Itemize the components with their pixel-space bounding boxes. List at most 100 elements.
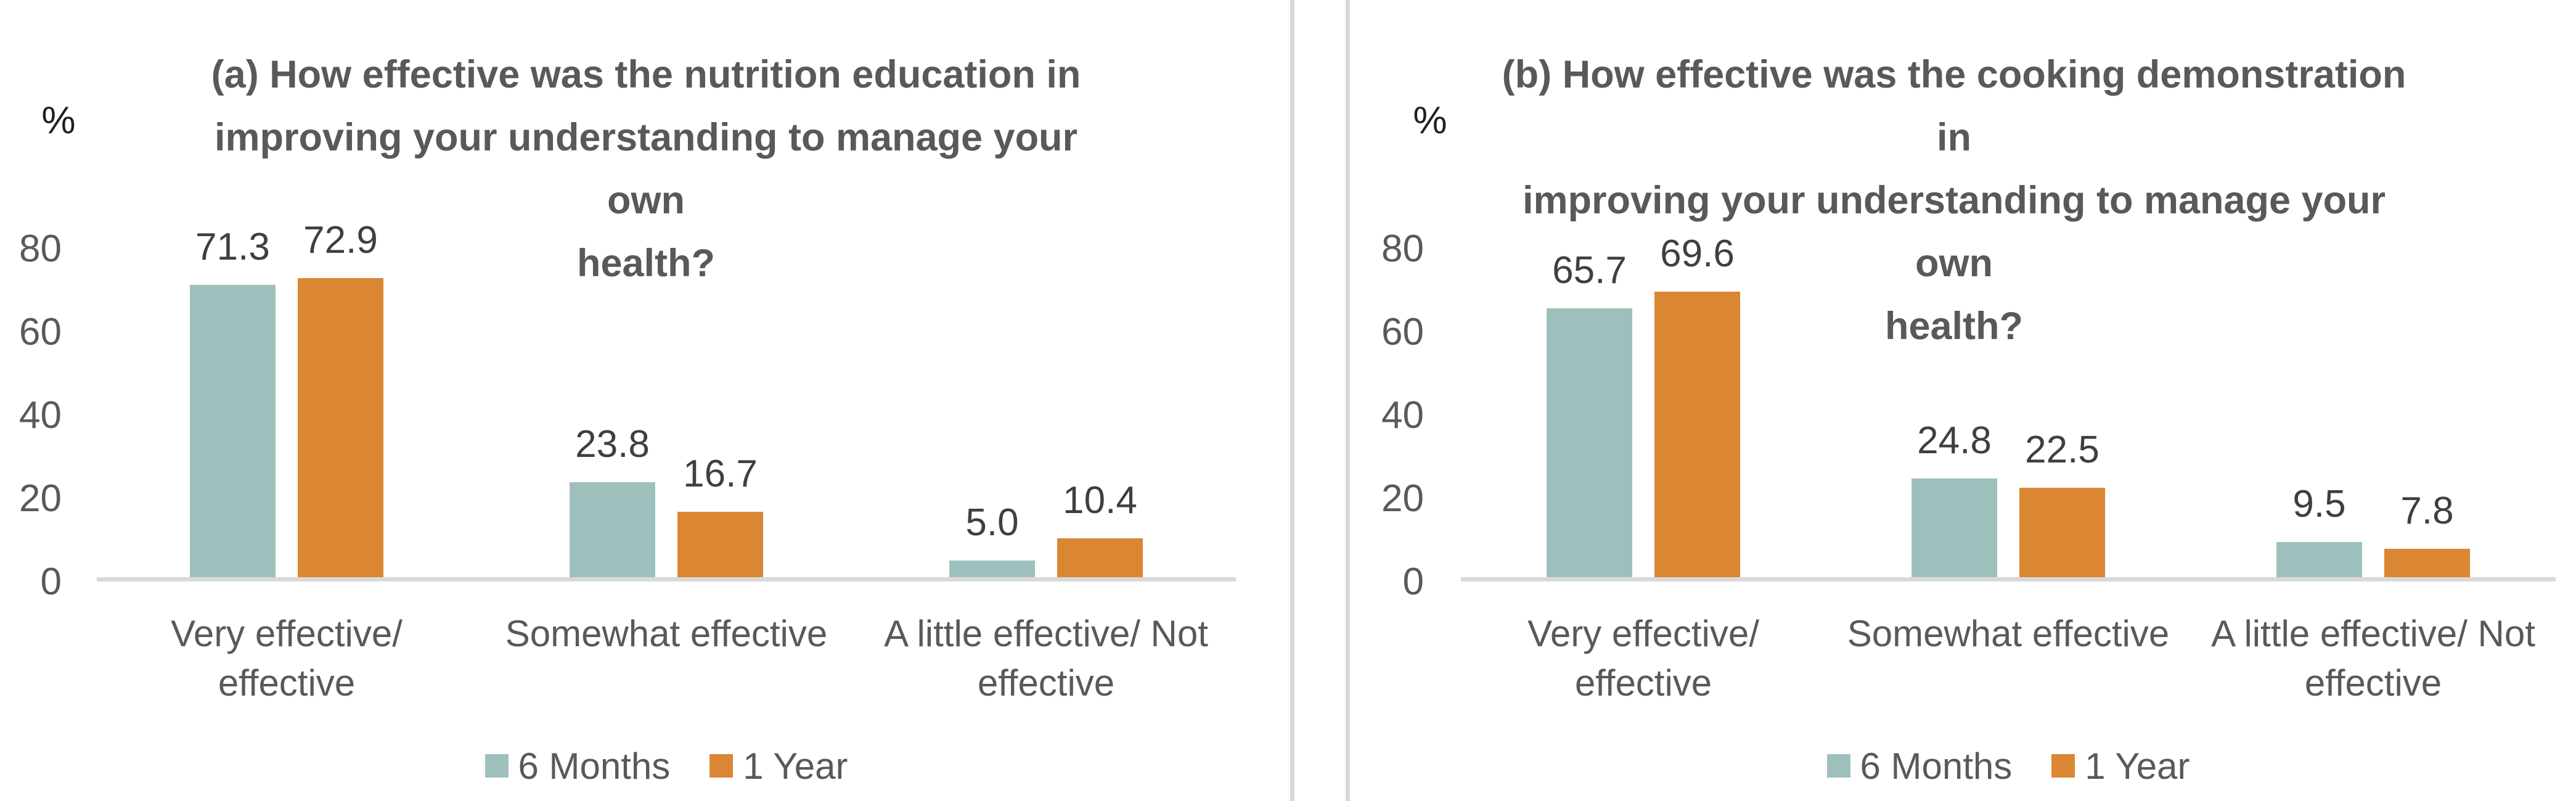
chart-title-line: improving your understanding to manage y…	[214, 116, 1078, 223]
bar-cell: 23.8	[570, 424, 655, 581]
legend-label: 6 Months	[518, 745, 671, 787]
legend-swatch-orange	[709, 754, 734, 778]
x-axis-labels: Very effective/ effective Somewhat effec…	[1461, 609, 2556, 708]
legend-item-6-months: 6 Months	[485, 745, 671, 787]
bar-cell: 10.4	[1057, 480, 1143, 581]
x-axis-category-label: A little effective/ Not effective	[2191, 609, 2556, 708]
bar-1-year	[2019, 488, 2105, 581]
x-axis-category-label: Very effective/ effective	[97, 609, 476, 708]
bar-6-months	[2276, 541, 2362, 581]
bar-group: 23.8 16.7	[476, 424, 856, 581]
bar-group: 9.5 7.8	[2191, 482, 2556, 581]
legend: 6 Months 1 Year	[97, 742, 1236, 789]
panel-divider	[1346, 0, 1350, 801]
legend: 6 Months 1 Year	[1461, 742, 2556, 789]
y-axis-tick: 40	[19, 394, 62, 437]
chart-title-line: (a) How effective was the nutrition educ…	[211, 53, 1081, 97]
y-axis-tick: 40	[1381, 394, 1424, 437]
bar-cell: 69.6	[1654, 234, 1740, 581]
data-label: 72.9	[303, 218, 378, 261]
bar-cell: 65.7	[1547, 250, 1632, 581]
data-label: 5.0	[965, 501, 1019, 544]
chart-title-line: health?	[576, 242, 715, 285]
x-axis-category-line: Somewhat effective	[1847, 613, 2170, 654]
data-label: 10.4	[1063, 479, 1137, 522]
x-axis-category-line: effective	[218, 662, 356, 704]
data-label: 23.8	[575, 423, 650, 466]
x-axis-category-line: Very effective/	[1527, 613, 1759, 654]
bar-1-year	[298, 277, 383, 581]
data-label: 16.7	[683, 453, 758, 496]
data-label: 9.5	[2292, 482, 2346, 525]
bar-group: 24.8 22.5	[1826, 419, 2191, 581]
bar-cell: 9.5	[2276, 482, 2362, 581]
legend-swatch-teal	[485, 754, 509, 778]
x-axis-category-label: Somewhat effective	[1826, 609, 2191, 708]
x-axis-category-label: Somewhat effective	[476, 609, 856, 708]
chart-title: (a) How effective was the nutrition educ…	[184, 43, 1108, 295]
legend-label: 1 Year	[2085, 745, 2190, 787]
bar-group: 71.3 72.9	[97, 220, 476, 581]
bar-1-year	[677, 512, 763, 581]
x-axis-category-line: effective	[2304, 662, 2442, 704]
bar-6-months	[1912, 478, 1997, 581]
bar-cell: 5.0	[949, 503, 1035, 581]
legend-label: 1 Year	[743, 745, 848, 787]
bar-6-months	[190, 284, 276, 581]
x-axis-category-line: Very effective/	[171, 613, 403, 654]
x-axis-category-line: effective	[1574, 662, 1712, 704]
chart-panel-a: (a) How effective was the nutrition educ…	[0, 0, 1236, 801]
bar-cell: 71.3	[190, 225, 276, 581]
chart-title-line: health?	[1884, 305, 2023, 348]
bar-6-months	[1547, 308, 1632, 581]
y-axis-tick: 80	[19, 228, 62, 270]
bar-groups: 65.7 69.6 24.8 22.5	[1461, 199, 2556, 581]
x-axis-category-line: effective	[977, 662, 1115, 704]
bar-groups: 71.3 72.9 23.8 16.7	[97, 199, 1236, 581]
y-axis: 80 60 40 20 0	[1362, 207, 1424, 623]
bar-1-year	[1057, 538, 1143, 581]
plot-area: 65.7 69.6 24.8 22.5	[1461, 0, 2556, 801]
plot-area: 71.3 72.9 23.8 16.7	[97, 0, 1236, 801]
legend-swatch-orange	[2051, 754, 2075, 778]
y-axis-tick: 20	[1381, 477, 1424, 520]
chart-title-line: improving your understanding to manage y…	[1522, 179, 2386, 285]
y-axis: 80 60 40 20 0	[0, 207, 62, 623]
bar-cell: 72.9	[298, 220, 383, 581]
bar-cell: 7.8	[2384, 491, 2470, 581]
x-axis-line	[1461, 577, 2556, 581]
data-label: 22.5	[2025, 429, 2100, 472]
x-axis-category-line: A little effective/ Not	[884, 613, 1208, 654]
legend-item-6-months: 6 Months	[1826, 745, 2013, 787]
chart-title-line: (b) How effective was the cooking demons…	[1502, 53, 2406, 160]
y-axis-tick: 60	[1381, 311, 1424, 353]
bar-cell: 24.8	[1912, 419, 1997, 581]
x-axis-line	[97, 577, 1236, 581]
y-axis-tick: 60	[19, 311, 62, 353]
data-label: 65.7	[1552, 249, 1627, 292]
bar-group: 65.7 69.6	[1461, 234, 1826, 581]
y-axis-unit-label: %	[41, 99, 76, 142]
bar-6-months	[570, 482, 655, 581]
data-label: 71.3	[195, 225, 270, 268]
x-axis-labels: Very effective/ effective Somewhat effec…	[97, 609, 1236, 708]
chart-panel-b: (b) How effective was the cooking demons…	[1350, 0, 2576, 801]
x-axis-category-label: Very effective/ effective	[1461, 609, 1826, 708]
legend-swatch-teal	[1826, 754, 1850, 778]
legend-item-1-year: 1 Year	[2051, 745, 2190, 787]
panel-divider	[1290, 0, 1294, 801]
y-axis-tick: 20	[19, 477, 62, 520]
bar-group: 5.0 10.4	[856, 480, 1236, 581]
x-axis-category-label: A little effective/ Not effective	[856, 609, 1236, 708]
data-label: 24.8	[1917, 419, 1992, 462]
bar-cell: 16.7	[677, 454, 763, 581]
x-axis-category-line: Somewhat effective	[505, 613, 828, 654]
bar-cell: 22.5	[2019, 430, 2105, 581]
legend-label: 6 Months	[1860, 745, 2013, 787]
legend-item-1-year: 1 Year	[709, 745, 848, 787]
y-axis-tick: 0	[1402, 561, 1424, 603]
y-axis-unit-label: %	[1413, 99, 1447, 142]
bar-1-year	[1654, 292, 1740, 581]
y-axis-tick: 0	[40, 561, 62, 603]
